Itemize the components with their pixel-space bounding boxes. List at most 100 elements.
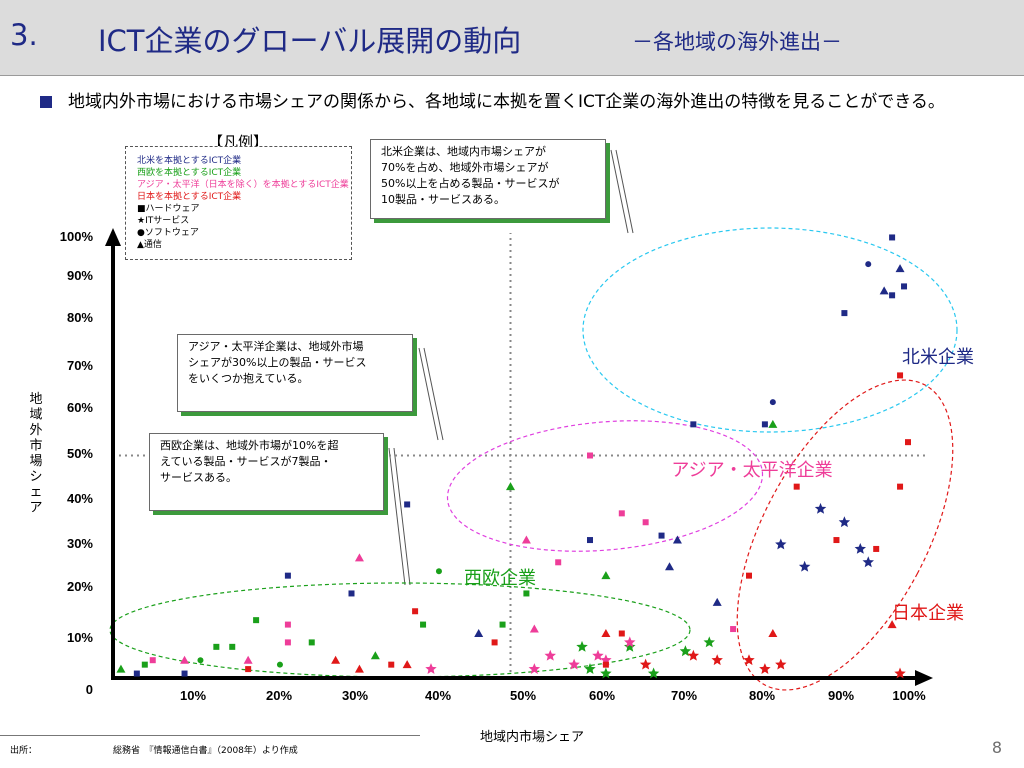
data-point-star [600,667,612,679]
data-point-circle [865,261,872,268]
data-point-star [711,654,723,666]
source-text: 総務省 『情報通信白書』（2008年）より作成 [113,746,298,756]
data-point-triangle [370,651,380,660]
data-point-triangle [354,664,364,673]
data-point-triangle [601,629,611,637]
data-point-circle [276,661,283,668]
data-point-square [133,670,140,677]
group-label-japan: 日本企業 [892,603,964,623]
y-tick-label: 40% [67,491,93,506]
callout-line: えている製品・サービスが7製品・ [160,455,332,468]
callout-pointer [423,347,444,441]
data-point-square [642,519,649,526]
data-point-star [838,516,851,528]
y-tick-label: 10% [67,630,93,645]
data-point-square [284,572,291,579]
data-point-square [420,621,427,628]
data-point-square [348,590,355,597]
data-point-square [602,661,609,668]
data-point-star [624,636,636,648]
x-tick-label: 10% [180,688,206,703]
page-number: 8 [991,738,1002,757]
data-point-triangle [243,655,253,664]
data-point-square [901,283,908,290]
data-point-triangle [895,264,905,273]
data-point-square [761,421,768,428]
legend-box: 北米を本拠とするICT企業 西欧を本拠とするICT企業 アジア・太平洋（日本を除… [125,146,352,260]
data-point-square [404,501,411,508]
data-point-triangle [768,629,778,637]
data-point-star [703,636,715,648]
data-point-star [775,538,787,550]
data-point-triangle [180,655,190,664]
intro-text: 地域内外市場における市場シェアの関係から、各地域に本拠を置くICT企業の海外進出… [68,92,945,112]
data-point-triangle [768,419,778,428]
x-tick-label: 30% [342,688,368,703]
y-tick-label: 30% [67,536,93,551]
data-point-square [388,661,395,668]
asia-pacific-ellipse [446,420,764,552]
data-point-star [568,658,580,670]
data-point-triangle [474,629,484,637]
callout-asia-pacific: アジア・太平洋企業は、地域外市場 シェアが30%以上の製品・サービス をいくつか… [177,334,413,412]
bullet-square-icon [40,96,52,108]
data-point-square [499,621,506,628]
data-point-square [873,545,880,552]
data-point-square [253,617,260,624]
data-point-square [412,608,419,615]
legend-marker-hardware: ■ハードウェア [137,204,200,214]
legend-region-japan: 日本を本拠とするICT企業 [137,192,242,202]
callout-north-america: 北米企業は、地域内市場シェアが 70%を占め、地域外市場シェアが 50%以上を占… [370,139,606,219]
slide-title: ICT企業のグローバル展開の動向 [98,24,522,58]
data-point-square [284,639,291,646]
legend-marker-telecom: ▲通信 [137,240,162,250]
data-point-triangle [672,535,682,544]
data-point-square [897,372,904,379]
data-point-square [690,421,697,428]
data-point-triangle [116,664,126,673]
data-point-star [679,645,692,657]
north-america-ellipse [582,227,958,433]
data-point-triangle [601,571,611,580]
y-tick-label: 90% [67,268,93,283]
data-point-triangle [402,660,412,669]
data-point-square [523,590,530,597]
y-tick-label: 20% [67,579,93,594]
callout-pointer [388,447,406,586]
footer-divider [0,735,420,736]
callout-line: シェアが30%以上の製品・サービス [188,356,367,369]
data-point-star [584,663,596,674]
data-point-star [759,663,771,674]
data-point-square [555,559,562,566]
source-label: 出所： [10,746,38,756]
y-tick-label: 0 [86,682,93,697]
data-point-triangle [521,535,531,544]
callout-line: 北米企業は、地域内市場シェアが [381,145,546,158]
slide-header: 3. ICT企業のグローバル展開の動向 －各地域の海外進出－ [0,0,1024,76]
data-point-circle [197,657,204,664]
data-point-square [587,452,593,459]
data-point-square [841,310,848,317]
data-point-square [618,630,625,637]
data-point-square [658,532,665,539]
data-point-star [528,663,541,674]
x-axis-arrow-icon [915,670,933,686]
data-point-square [793,483,800,490]
legend-region-north-america: 北米を本拠とするICT企業 [137,156,242,166]
data-point-star [647,667,660,679]
callout-west-europe: 西欧企業は、地域外市場が10%を超 えている製品・サービスが7製品・ サービスあ… [149,433,384,511]
data-point-triangle [879,286,889,295]
data-point-square [587,537,593,544]
data-point-star [894,667,906,679]
group-label-west-europe: 西欧企業 [464,568,536,588]
y-tick-label: 80% [67,310,93,325]
legend-region-asia-pacific: アジア・太平洋（日本を除く）を本拠とするICT企業 [137,180,349,190]
data-point-square [213,643,220,650]
callout-line: 西欧企業は、地域外市場が10%を超 [160,439,339,452]
data-point-square [181,670,188,677]
y-tick-label: 70% [67,358,93,373]
data-point-triangle [665,562,674,571]
data-point-triangle [331,655,341,664]
data-point-circle [769,399,776,406]
